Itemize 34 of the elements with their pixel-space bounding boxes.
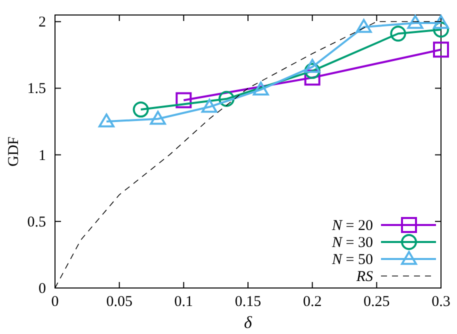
y-tick-label: 2 — [38, 14, 46, 31]
y-tick-label: 0.5 — [27, 214, 46, 230]
point — [304, 70, 320, 86]
point — [201, 98, 218, 113]
point — [433, 42, 449, 58]
point — [390, 26, 406, 42]
point — [218, 90, 235, 107]
legend-label: N = 50 — [331, 252, 373, 268]
legend-label: N = 20 — [331, 218, 373, 234]
x-tick-label: 0.1 — [174, 294, 194, 310]
point — [356, 18, 372, 33]
point — [304, 58, 320, 73]
legend-label: RS — [355, 269, 374, 285]
point — [304, 62, 320, 79]
y-axis-title: GDF — [6, 136, 22, 167]
x-tick-label: 0.2 — [302, 294, 322, 310]
point — [433, 22, 449, 38]
x-tick-label: 0.3 — [432, 294, 450, 310]
x-axis-title: δ — [244, 313, 254, 332]
y-tick-label: 0 — [38, 281, 46, 297]
y-tick-label: 1 — [38, 148, 46, 164]
y-tick-label: 1.5 — [27, 81, 46, 98]
x-tick-label: 0.05 — [106, 294, 132, 310]
point — [150, 110, 166, 125]
point — [176, 92, 192, 108]
point — [98, 114, 114, 128]
point — [252, 82, 269, 96]
x-tick-label: 0 — [51, 294, 59, 310]
point — [407, 14, 424, 29]
legend-label: N = 30 — [331, 235, 373, 251]
point — [433, 14, 449, 29]
point — [132, 102, 149, 118]
x-tick-label: 0.15 — [234, 294, 262, 310]
x-tick-label: 0.25 — [364, 294, 390, 310]
